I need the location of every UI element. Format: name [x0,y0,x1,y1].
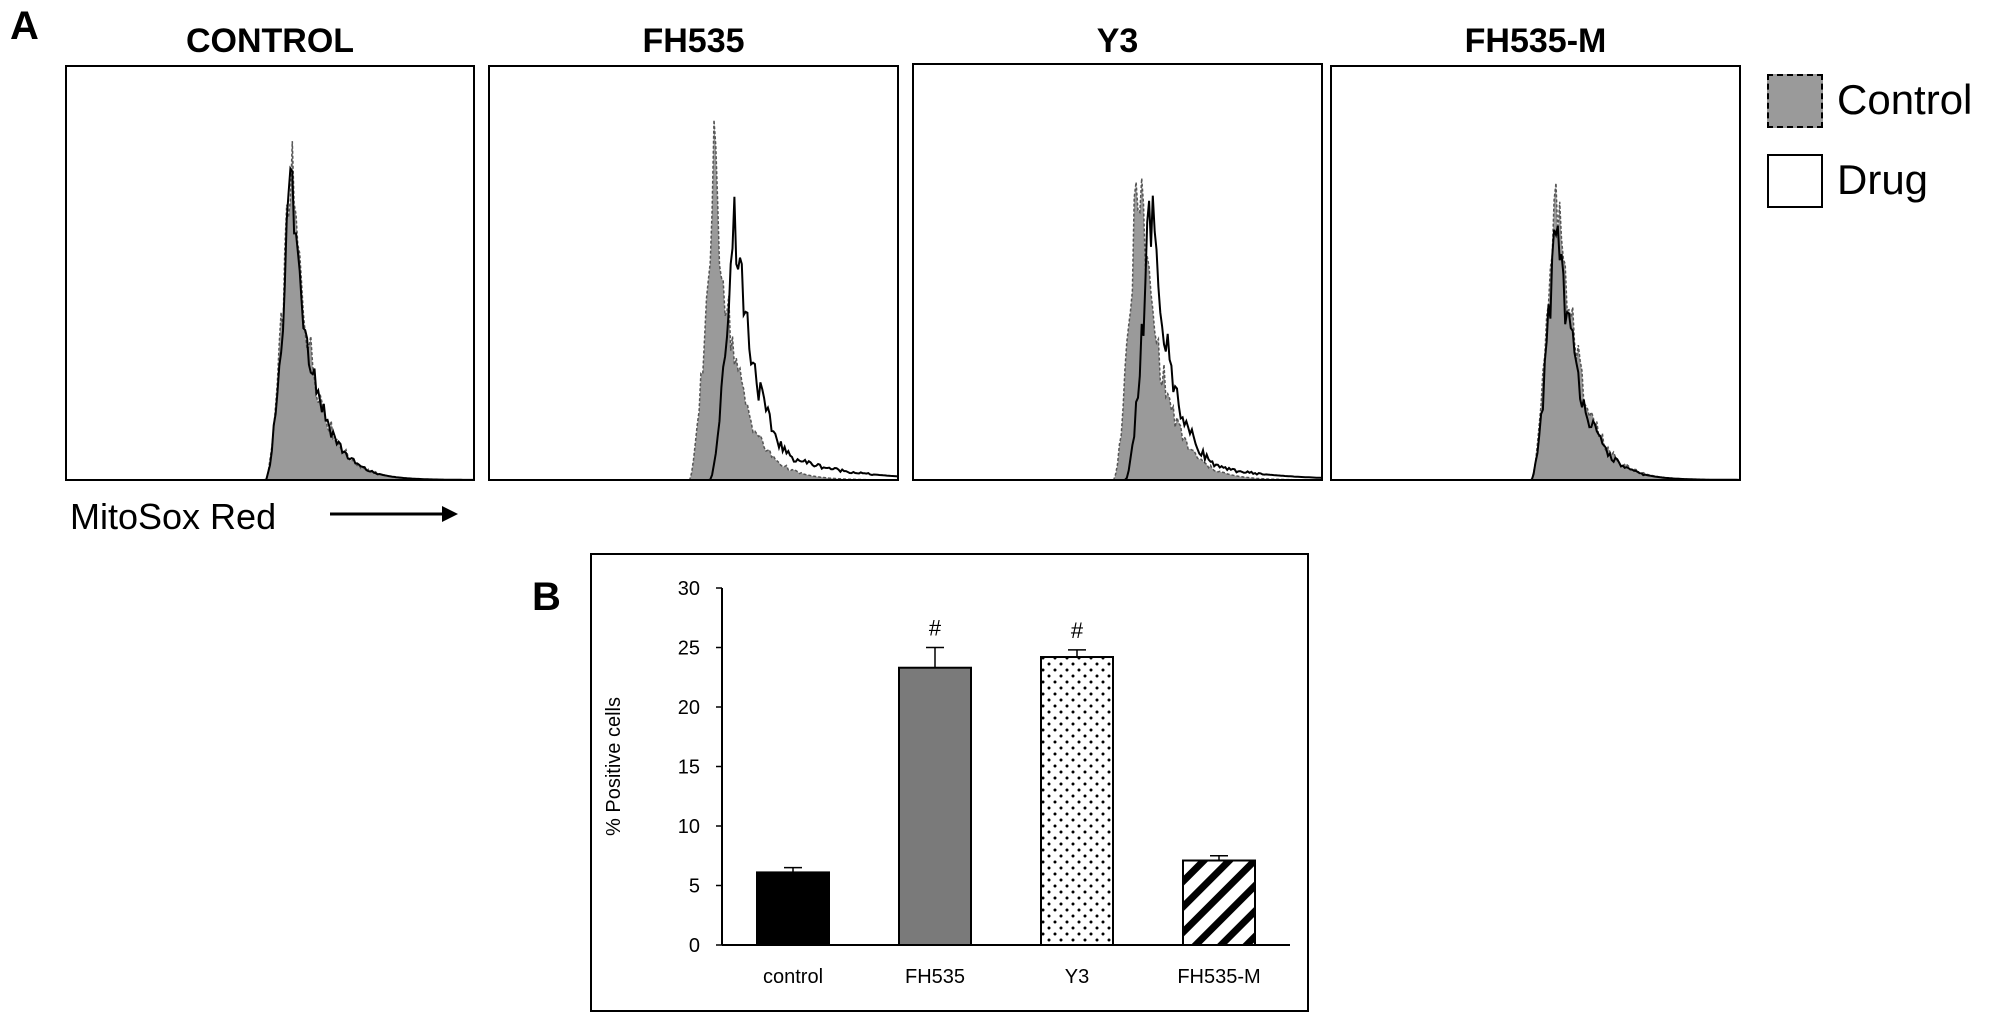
histogram-plot-1 [489,119,898,480]
drug-histogram-3 [1331,225,1740,480]
x-tick-label-1: FH535 [905,966,965,988]
y-axis-label: % Positive cells [603,697,625,836]
control-histogram-0 [66,141,474,480]
drug-histogram-1 [489,196,898,480]
legend-swatch-control [1767,74,1823,128]
significance-mark-1: # [929,616,942,641]
drug-histogram-0 [66,165,474,480]
y-tick-label-0: 0 [689,935,700,957]
histogram-title-3: FH535-M [1465,22,1607,60]
significance-mark-2: # [1071,618,1084,643]
x-tick-label-0: control [763,966,823,988]
legend-item-drug: Drug [1765,152,2000,212]
histogram-frame-1 [488,65,899,481]
x-tick-label-2: Y3 [1065,966,1089,988]
xaxis-label: MitoSox Red [70,496,277,537]
y-tick-label-3: 15 [678,757,700,779]
bar-control [756,871,830,946]
control-histogram-1 [489,119,898,480]
y-tick-label-2: 10 [678,816,700,838]
histogram-frame-3 [1330,65,1741,481]
legend: Control Drug [1765,70,2000,220]
bar-fh535-m [1182,859,1256,947]
legend-label-drug: Drug [1837,156,1929,203]
x-tick-label-3: FH535-M [1177,966,1260,988]
histogram-plot-0 [66,141,474,480]
drug-histogram-2 [913,195,1322,480]
legend-swatch-drug [1767,154,1823,208]
bar-fh535 [898,666,972,946]
right-arrow-icon [330,506,458,522]
histogram-title-1: FH535 [642,22,744,60]
bar-y3 [1040,656,1114,947]
legend-item-control: Control [1765,72,2000,132]
y-tick-label-6: 30 [678,578,700,600]
histogram-frame-0 [65,65,475,481]
histogram-plot-2 [913,178,1322,480]
y-tick-label-5: 25 [678,638,700,660]
y-tick-label-1: 5 [689,876,700,898]
control-histogram-2 [913,178,1322,480]
panel-a: A CONTROL FH535 Y3 FH535-M Control Drug Mit… [10,4,2000,537]
histogram-panels: CONTROL FH535 Y3 FH535-M [65,22,1741,481]
control-histogram-3 [1331,183,1740,480]
histogram-title-2: Y3 [1097,22,1139,60]
bar-chart: 0 5 10 15 20 25 30 % Positive cells control # FH53… [603,578,1290,988]
histogram-title-0: CONTROL [186,22,354,60]
panel-a-letter: A [10,4,39,48]
legend-label-control: Control [1837,76,1973,123]
y-tick-label-4: 20 [678,697,700,719]
histogram-plot-3 [1331,183,1740,480]
panel-b: B [532,553,1309,1012]
panel-b-letter: B [532,575,561,619]
histogram-frame-2 [912,63,1323,481]
